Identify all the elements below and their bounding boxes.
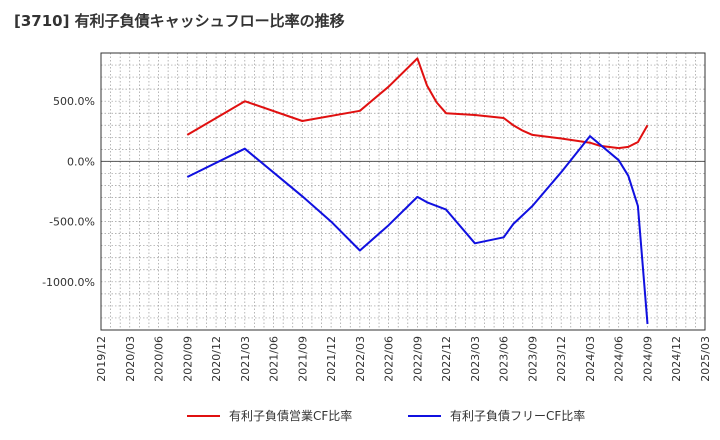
- plot-border: [100, 52, 706, 331]
- x-tick-label: 2020/09: [181, 336, 194, 382]
- legend: 有利子負債営業CF比率 有利子負債フリーCF比率: [187, 408, 585, 423]
- x-tick-label: 2021/03: [239, 336, 252, 382]
- x-tick-label: 2022/06: [383, 336, 396, 382]
- x-tick-label: 2022/09: [411, 336, 424, 382]
- y-tick-label: -500.0%: [49, 216, 95, 229]
- x-tick-label: 2025/03: [699, 336, 712, 382]
- grid-lines: [100, 53, 706, 330]
- x-tick-label: 2024/09: [641, 336, 654, 382]
- series-line-2: [186, 135, 649, 325]
- x-tick-label: 2022/03: [354, 336, 367, 382]
- x-tick-label: 2020/03: [124, 336, 137, 382]
- x-tick-label: 2023/03: [469, 336, 482, 382]
- x-tick-label: 2021/12: [325, 336, 338, 382]
- x-tick-label: 2023/09: [526, 336, 539, 382]
- x-tick-label: 2021/09: [296, 336, 309, 382]
- y-tick-label: -1000.0%: [42, 276, 95, 289]
- y-tick-label: 500.0%: [53, 95, 95, 108]
- x-tick-label: 2024/12: [670, 336, 683, 382]
- x-tick-label: 2024/03: [584, 336, 597, 382]
- legend-label-1: 有利子負債営業CF比率: [229, 408, 352, 423]
- x-tick-label: 2024/06: [613, 336, 626, 382]
- x-axis-ticks: 2019/12 2020/03 2020/06 2020/09 2020/12 2021/…: [95, 336, 712, 382]
- y-tick-label: 0.0%: [67, 155, 95, 168]
- legend-label-2: 有利子負債フリーCF比率: [450, 408, 585, 423]
- y-axis-ticks: 500.0% 0.0% -500.0% -1000.0%: [42, 95, 95, 289]
- x-tick-label: 2023/06: [498, 336, 511, 382]
- x-tick-label: 2019/12: [95, 336, 108, 382]
- x-tick-label: 2020/12: [210, 336, 223, 382]
- plot-frame: [100, 52, 706, 331]
- x-tick-label: 2021/06: [268, 336, 281, 382]
- series-line-1: [186, 57, 649, 150]
- x-tick-label: 2023/12: [555, 336, 568, 382]
- x-tick-label: 2020/06: [153, 336, 166, 382]
- series-lines: [186, 57, 649, 325]
- x-tick-label: 2022/12: [440, 336, 453, 382]
- chart-title: [3710] 有利子負債キャッシュフロー比率の推移: [14, 12, 345, 30]
